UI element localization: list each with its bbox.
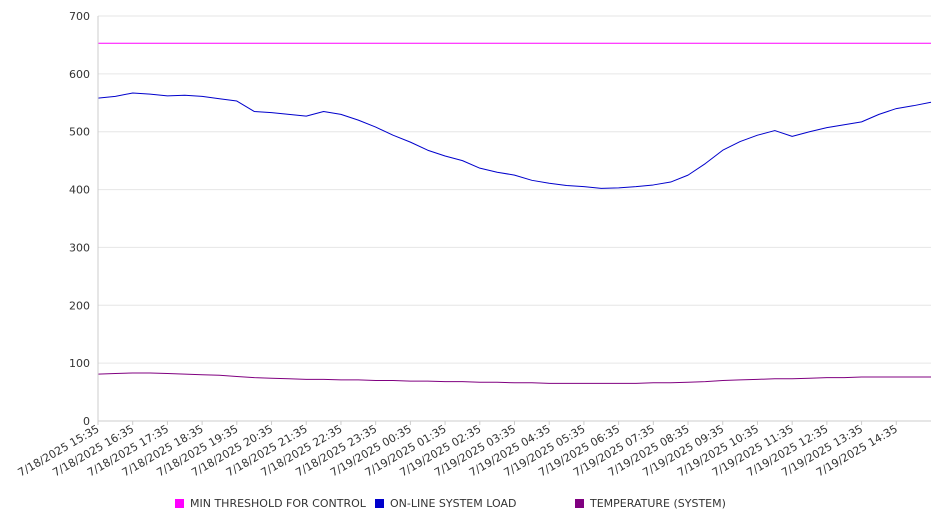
legend-swatch-threshold [175, 499, 184, 508]
gridlines [98, 15, 931, 364]
y-axis-ticks: 0 100 200 300 400 500 600 700 [69, 10, 90, 428]
y-tick-label: 100 [69, 357, 90, 370]
legend: MIN THRESHOLD FOR CONTROL ON-LINE SYSTEM… [0, 497, 946, 517]
legend-label-threshold: MIN THRESHOLD FOR CONTROL [190, 497, 366, 510]
series-line-1 [97, 92, 932, 189]
legend-swatch-temperature [575, 499, 584, 508]
legend-item-temperature: TEMPERATURE (SYSTEM) [575, 497, 726, 510]
y-tick-label: 700 [69, 10, 90, 23]
series-lines [97, 42, 932, 384]
legend-label-temperature: TEMPERATURE (SYSTEM) [590, 497, 726, 510]
legend-item-system-load: ON-LINE SYSTEM LOAD [375, 497, 516, 510]
x-axis-ticks: 7/18/2025 15:357/18/2025 16:357/18/2025 … [16, 421, 900, 479]
y-tick-label: 300 [69, 241, 90, 254]
y-tick-label: 600 [69, 68, 90, 81]
y-tick-label: 500 [69, 126, 90, 139]
series-line-2 [97, 372, 931, 384]
y-tick-label: 200 [69, 299, 90, 312]
legend-swatch-system-load [375, 499, 384, 508]
legend-label-system-load: ON-LINE SYSTEM LOAD [390, 497, 517, 510]
legend-item-threshold: MIN THRESHOLD FOR CONTROL [175, 497, 366, 510]
y-tick-label: 0 [83, 415, 90, 428]
y-tick-label: 400 [69, 184, 90, 197]
